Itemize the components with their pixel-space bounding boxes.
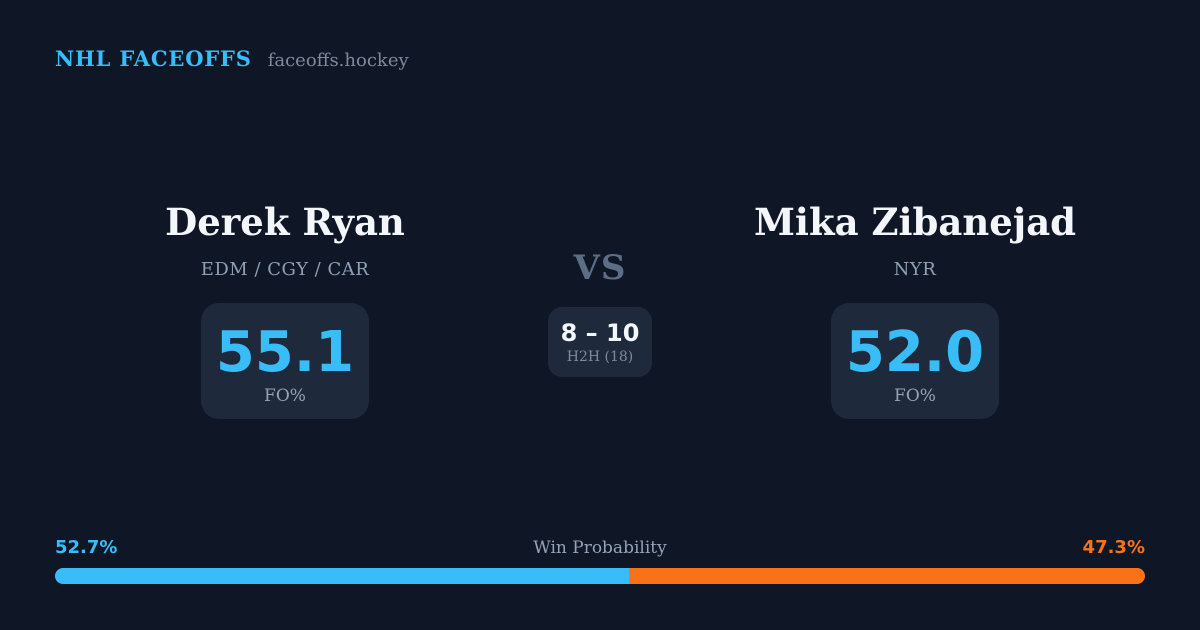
h2h-card: 8 – 10 H2H (18): [548, 307, 652, 377]
h2h-score: 8 – 10: [560, 318, 640, 347]
win-probability-right-pct: 47.3%: [1082, 537, 1145, 558]
win-probability-left-pct: 52.7%: [55, 537, 118, 558]
player-left-fo-label: FO%: [264, 386, 306, 406]
matchup-row: Derek Ryan EDM / CGY / CAR 55.1 FO% VS 8…: [55, 196, 1145, 419]
win-probability-bar-right-segment: [629, 568, 1145, 584]
win-probability-title: Win Probability: [533, 538, 667, 558]
vs-label: VS: [573, 248, 627, 288]
brand-title: NHL FACEOFFS: [55, 46, 252, 71]
matchup-center-column: VS 8 – 10 H2H (18): [515, 196, 685, 419]
player-right-teams: NYR: [893, 259, 937, 280]
player-right-name: Mika Zibanejad: [753, 200, 1077, 244]
player-right-fo-label: FO%: [894, 386, 936, 406]
player-left-teams: EDM / CGY / CAR: [200, 259, 370, 280]
site-url: faceoffs.hockey: [267, 50, 409, 71]
h2h-label: H2H (18): [566, 348, 634, 365]
win-probability-labels: 52.7% Win Probability 47.3%: [55, 537, 1145, 559]
player-left-column: Derek Ryan EDM / CGY / CAR 55.1 FO%: [55, 196, 515, 419]
player-left-stat-card: 55.1 FO%: [201, 303, 369, 419]
player-right-column: Mika Zibanejad NYR 52.0 FO%: [685, 196, 1145, 419]
win-probability-bar: [55, 568, 1145, 584]
header: NHL FACEOFFS faceoffs.hockey: [55, 46, 1145, 71]
player-right-fo-value: 52.0: [845, 320, 985, 385]
player-right-stat-card: 52.0 FO%: [831, 303, 999, 419]
player-left-name: Derek Ryan: [165, 200, 405, 244]
win-probability-section: 52.7% Win Probability 47.3%: [55, 537, 1145, 584]
win-probability-bar-left-segment: [55, 568, 630, 584]
player-left-fo-value: 55.1: [215, 320, 355, 385]
